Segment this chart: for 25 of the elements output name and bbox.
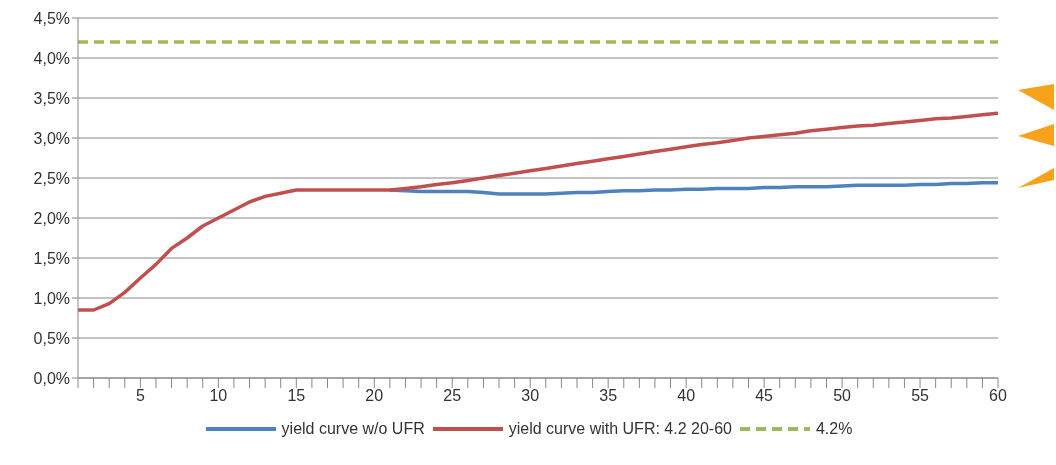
x-tick-label: 25 [443, 387, 462, 405]
y-tick-label: 1,5% [33, 249, 70, 267]
x-tick-label: 55 [911, 387, 930, 405]
x-tick-label: 45 [755, 387, 774, 405]
legend-label: 4.2% [815, 420, 853, 438]
y-tick-label: 0,0% [33, 369, 70, 387]
y-tick-label: 0,5% [33, 329, 70, 347]
x-tick-label: 50 [833, 387, 852, 405]
legend-label: yield curve with UFR: 4.2 20-60 [508, 420, 732, 438]
x-tick-label: 30 [521, 387, 540, 405]
y-tick-label: 2,5% [33, 169, 70, 187]
x-tick-label: 35 [599, 387, 618, 405]
x-tick-label: 15 [287, 387, 306, 405]
y-tick-label: 1,0% [33, 289, 70, 307]
y-tick-label: 2,0% [33, 209, 70, 227]
y-tick-label: 3,0% [33, 129, 70, 147]
x-tick-label: 10 [209, 387, 228, 405]
y-tick-label: 4,0% [33, 49, 70, 67]
legend-label: yield curve w/o UFR [281, 420, 425, 438]
x-tick-label: 60 [989, 387, 1007, 405]
x-tick-label: 5 [135, 387, 145, 405]
y-tick-label: 3,5% [33, 89, 70, 107]
x-tick-label: 20 [365, 387, 384, 405]
x-tick-label: 40 [677, 387, 696, 405]
y-tick-label: 4,5% [33, 9, 70, 27]
